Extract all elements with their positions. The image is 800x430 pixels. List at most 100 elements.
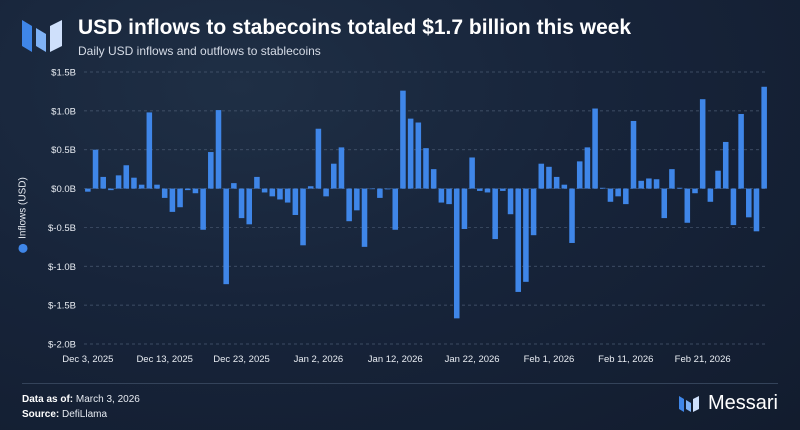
bar: [761, 86, 767, 189]
y-tick-label: $0.0B: [51, 184, 76, 195]
y-tick-label: $1.0B: [51, 106, 76, 117]
chart-subtitle: Daily USD inflows and outflows to stable…: [78, 44, 321, 58]
bar: [261, 188, 268, 193]
bar: [746, 188, 752, 218]
bar: [553, 176, 560, 189]
bar: [192, 188, 199, 194]
bar: [384, 188, 391, 190]
bar: [108, 188, 114, 191]
bar: [646, 178, 652, 189]
y-tick-label: $-2.0B: [48, 340, 76, 351]
bar: [546, 166, 552, 189]
bar: [208, 152, 214, 189]
bar: [584, 147, 591, 189]
x-tick-label: Feb 21, 2026: [675, 354, 731, 365]
bar: [131, 177, 137, 189]
bar: [722, 141, 729, 189]
bar: [707, 188, 714, 202]
y-tick-label: $-1.5B: [48, 301, 76, 312]
bar: [607, 188, 614, 202]
x-tick-label: Jan 22, 2026: [445, 354, 500, 365]
bar: [184, 188, 191, 191]
brand-footer: Messari: [676, 392, 778, 415]
bar: [123, 165, 130, 189]
bar: [392, 188, 399, 230]
bar: [461, 188, 468, 229]
bar: [615, 188, 621, 197]
bar: [115, 175, 122, 189]
data-as-of: Data as of: March 3, 2026: [22, 394, 140, 405]
bar: [523, 188, 529, 282]
bar: [169, 188, 176, 212]
bar: [630, 120, 637, 189]
source-value: DefiLlama: [62, 409, 108, 420]
x-tick-label: Feb 1, 2026: [524, 354, 575, 365]
bar: [653, 179, 660, 189]
bar: [338, 147, 345, 189]
x-tick-label: Jan 12, 2026: [368, 354, 423, 365]
bar: [753, 188, 760, 232]
bar: [730, 188, 737, 226]
bar: [415, 122, 422, 189]
messari-logo-icon: [22, 20, 62, 52]
bar: [699, 99, 706, 189]
bar: [492, 188, 498, 240]
bar: [592, 108, 598, 189]
bar: [599, 187, 606, 189]
x-tick-label: Dec 23, 2025: [213, 354, 270, 365]
bar: [354, 188, 360, 211]
bar: [530, 188, 537, 236]
bar: [300, 188, 306, 246]
brand-name: Messari: [707, 392, 778, 414]
bar: [430, 169, 437, 189]
y-tick-label: $0.5B: [51, 145, 76, 156]
bar: [423, 148, 429, 189]
bar: [676, 187, 683, 189]
y-tick-label: $1.5B: [51, 68, 76, 79]
messari-logo-small-icon: [678, 395, 699, 412]
bar: [323, 188, 329, 197]
source: Source: DefiLlama: [22, 409, 107, 420]
bar: [292, 188, 299, 215]
bar: [238, 188, 245, 219]
bar: [569, 188, 575, 243]
bar: [231, 183, 237, 189]
bar: [223, 188, 229, 285]
x-tick-label: Dec 13, 2025: [136, 354, 193, 365]
bar: [161, 188, 168, 198]
bar: [331, 163, 337, 189]
bar: [507, 188, 514, 215]
bar: [407, 118, 414, 189]
bar: [515, 188, 521, 292]
bar: [453, 188, 460, 319]
bar: [469, 157, 475, 189]
y-tick-label: $-1.0B: [48, 262, 76, 273]
source-label: Source:: [22, 409, 60, 420]
bar: [269, 188, 276, 197]
bar: [361, 188, 368, 247]
data-as-of-label: Data as of:: [22, 394, 74, 405]
bar: [284, 188, 291, 203]
bar: [377, 188, 383, 198]
bar: [92, 149, 99, 189]
bar: [623, 188, 629, 205]
data-as-of-value: March 3, 2026: [75, 394, 140, 405]
bar: [346, 188, 352, 222]
bar: [715, 170, 721, 189]
x-tick-label: Feb 11, 2026: [598, 354, 653, 365]
bar: [315, 128, 322, 189]
chart-title: USD inflows to stabecoins totaled $1.7 b…: [78, 16, 632, 39]
bar: [154, 184, 160, 189]
bar: [369, 188, 375, 190]
bar: [215, 110, 222, 189]
bar: [576, 161, 583, 189]
bar: [146, 112, 153, 189]
footer-divider: [22, 383, 778, 384]
bar: [484, 188, 491, 193]
bar: [100, 176, 106, 189]
bar: [400, 90, 406, 189]
x-tick-label: Dec 3, 2025: [62, 354, 113, 365]
bar: [500, 188, 506, 191]
bar: [138, 184, 145, 189]
x-tick-label: Jan 2, 2026: [294, 354, 344, 365]
